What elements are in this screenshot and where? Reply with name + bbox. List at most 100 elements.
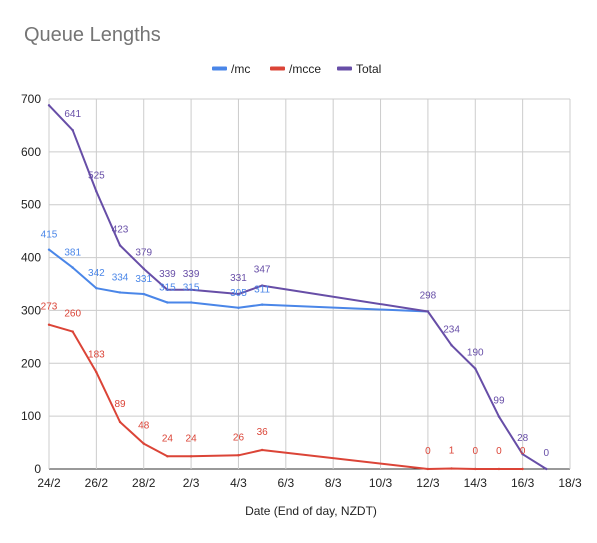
data-point bbox=[521, 467, 524, 471]
y-tick-label: 0 bbox=[34, 462, 41, 476]
data-point bbox=[545, 467, 548, 471]
legend-label: /mc bbox=[231, 62, 250, 76]
data-point bbox=[95, 190, 98, 193]
y-tick-label: 700 bbox=[21, 92, 41, 106]
x-tick-label: 6/3 bbox=[277, 476, 294, 490]
gridlines bbox=[48, 98, 571, 470]
x-tick-label: 2/3 bbox=[183, 476, 200, 490]
data-label: 342 bbox=[88, 268, 105, 279]
data-point bbox=[497, 467, 501, 471]
data-point bbox=[189, 455, 193, 458]
data-point bbox=[521, 453, 524, 456]
data-label: 305 bbox=[230, 288, 247, 299]
legend-label: /mcce bbox=[289, 62, 321, 76]
data-label: 525 bbox=[88, 171, 105, 182]
data-label: 234 bbox=[443, 324, 460, 335]
data-point bbox=[47, 104, 51, 107]
data-label: 0 bbox=[425, 446, 431, 457]
data-point bbox=[237, 306, 240, 309]
data-point bbox=[189, 301, 193, 304]
data-label: 89 bbox=[114, 399, 126, 410]
x-tick-label: 10/3 bbox=[369, 476, 393, 490]
data-label: 48 bbox=[138, 421, 150, 432]
data-point bbox=[497, 415, 501, 418]
y-tick-label: 300 bbox=[21, 303, 41, 317]
data-label: 347 bbox=[254, 265, 271, 276]
data-label: 36 bbox=[257, 427, 269, 438]
data-label: 339 bbox=[183, 269, 200, 280]
data-label: 331 bbox=[230, 273, 247, 284]
data-label: 331 bbox=[135, 274, 152, 285]
series-lines bbox=[47, 104, 548, 471]
y-axis-ticks: 0 100 200 300 400 500 600 700 bbox=[21, 92, 41, 476]
data-label: 1 bbox=[449, 445, 455, 456]
data-point bbox=[47, 323, 51, 326]
x-tick-label: 8/3 bbox=[325, 476, 342, 490]
x-axis-label: Date (End of day, NZDT) bbox=[245, 504, 377, 518]
y-tick-label: 500 bbox=[21, 198, 41, 212]
data-point bbox=[118, 291, 122, 294]
data-point bbox=[450, 344, 453, 347]
data-point bbox=[260, 284, 264, 287]
data-point bbox=[474, 467, 477, 471]
chart-title: Queue Lengths bbox=[24, 24, 161, 46]
data-label: 334 bbox=[112, 272, 129, 283]
data-label: 0 bbox=[520, 446, 526, 457]
y-tick-label: 200 bbox=[21, 356, 41, 370]
data-label: 99 bbox=[493, 396, 505, 407]
x-tick-label: 24/2 bbox=[37, 476, 61, 490]
data-point bbox=[95, 371, 98, 374]
x-tick-label: 18/3 bbox=[558, 476, 582, 490]
data-label: 315 bbox=[159, 283, 176, 294]
data-label: 415 bbox=[41, 230, 58, 241]
data-label: 315 bbox=[183, 283, 200, 294]
data-label: 381 bbox=[64, 248, 81, 259]
data-point bbox=[95, 287, 98, 290]
data-point bbox=[118, 420, 122, 424]
data-label: 0 bbox=[472, 446, 478, 457]
legend-label: Total bbox=[356, 62, 381, 76]
x-tick-label: 14/3 bbox=[464, 476, 488, 490]
data-point bbox=[71, 266, 74, 269]
legend-swatch bbox=[337, 66, 352, 71]
data-point bbox=[260, 303, 264, 306]
series-line bbox=[48, 323, 523, 470]
y-tick-label: 600 bbox=[21, 145, 41, 159]
data-label: 24 bbox=[186, 433, 198, 444]
data-label: 273 bbox=[41, 302, 58, 313]
x-tick-label: 26/2 bbox=[85, 476, 109, 490]
data-point bbox=[166, 455, 169, 458]
data-label: 260 bbox=[64, 309, 81, 320]
data-point bbox=[260, 448, 264, 452]
data-label: 26 bbox=[233, 432, 245, 443]
data-point bbox=[426, 310, 430, 313]
data-point bbox=[166, 301, 169, 304]
data-point bbox=[142, 442, 145, 445]
data-point bbox=[71, 330, 74, 333]
data-point bbox=[118, 244, 122, 247]
data-point bbox=[450, 467, 453, 470]
data-label: 641 bbox=[64, 109, 81, 120]
data-label: 339 bbox=[159, 269, 176, 280]
data-point bbox=[47, 248, 51, 251]
x-tick-label: 16/3 bbox=[511, 476, 535, 490]
x-tick-label: 4/3 bbox=[230, 476, 247, 490]
data-point bbox=[237, 454, 240, 457]
series-line bbox=[48, 248, 428, 313]
data-label: 28 bbox=[517, 433, 529, 444]
data-label: 298 bbox=[420, 290, 437, 301]
data-point bbox=[142, 292, 145, 296]
data-label: 24 bbox=[162, 433, 174, 444]
legend-swatch bbox=[270, 66, 285, 71]
x-tick-label: 28/2 bbox=[132, 476, 156, 490]
x-axis-ticks: 24/2 26/2 28/2 2/3 4/3 6/3 8/3 10/3 12/3 14/3 16/3… bbox=[37, 476, 582, 490]
data-point bbox=[474, 367, 477, 370]
data-label: 0 bbox=[544, 448, 550, 459]
legend-swatch bbox=[212, 66, 227, 71]
data-label: 423 bbox=[112, 224, 129, 235]
legend: /mc/mcce Total bbox=[212, 62, 381, 76]
series-line bbox=[48, 104, 547, 470]
data-label: 190 bbox=[467, 348, 484, 359]
y-tick-label: 400 bbox=[21, 251, 41, 265]
